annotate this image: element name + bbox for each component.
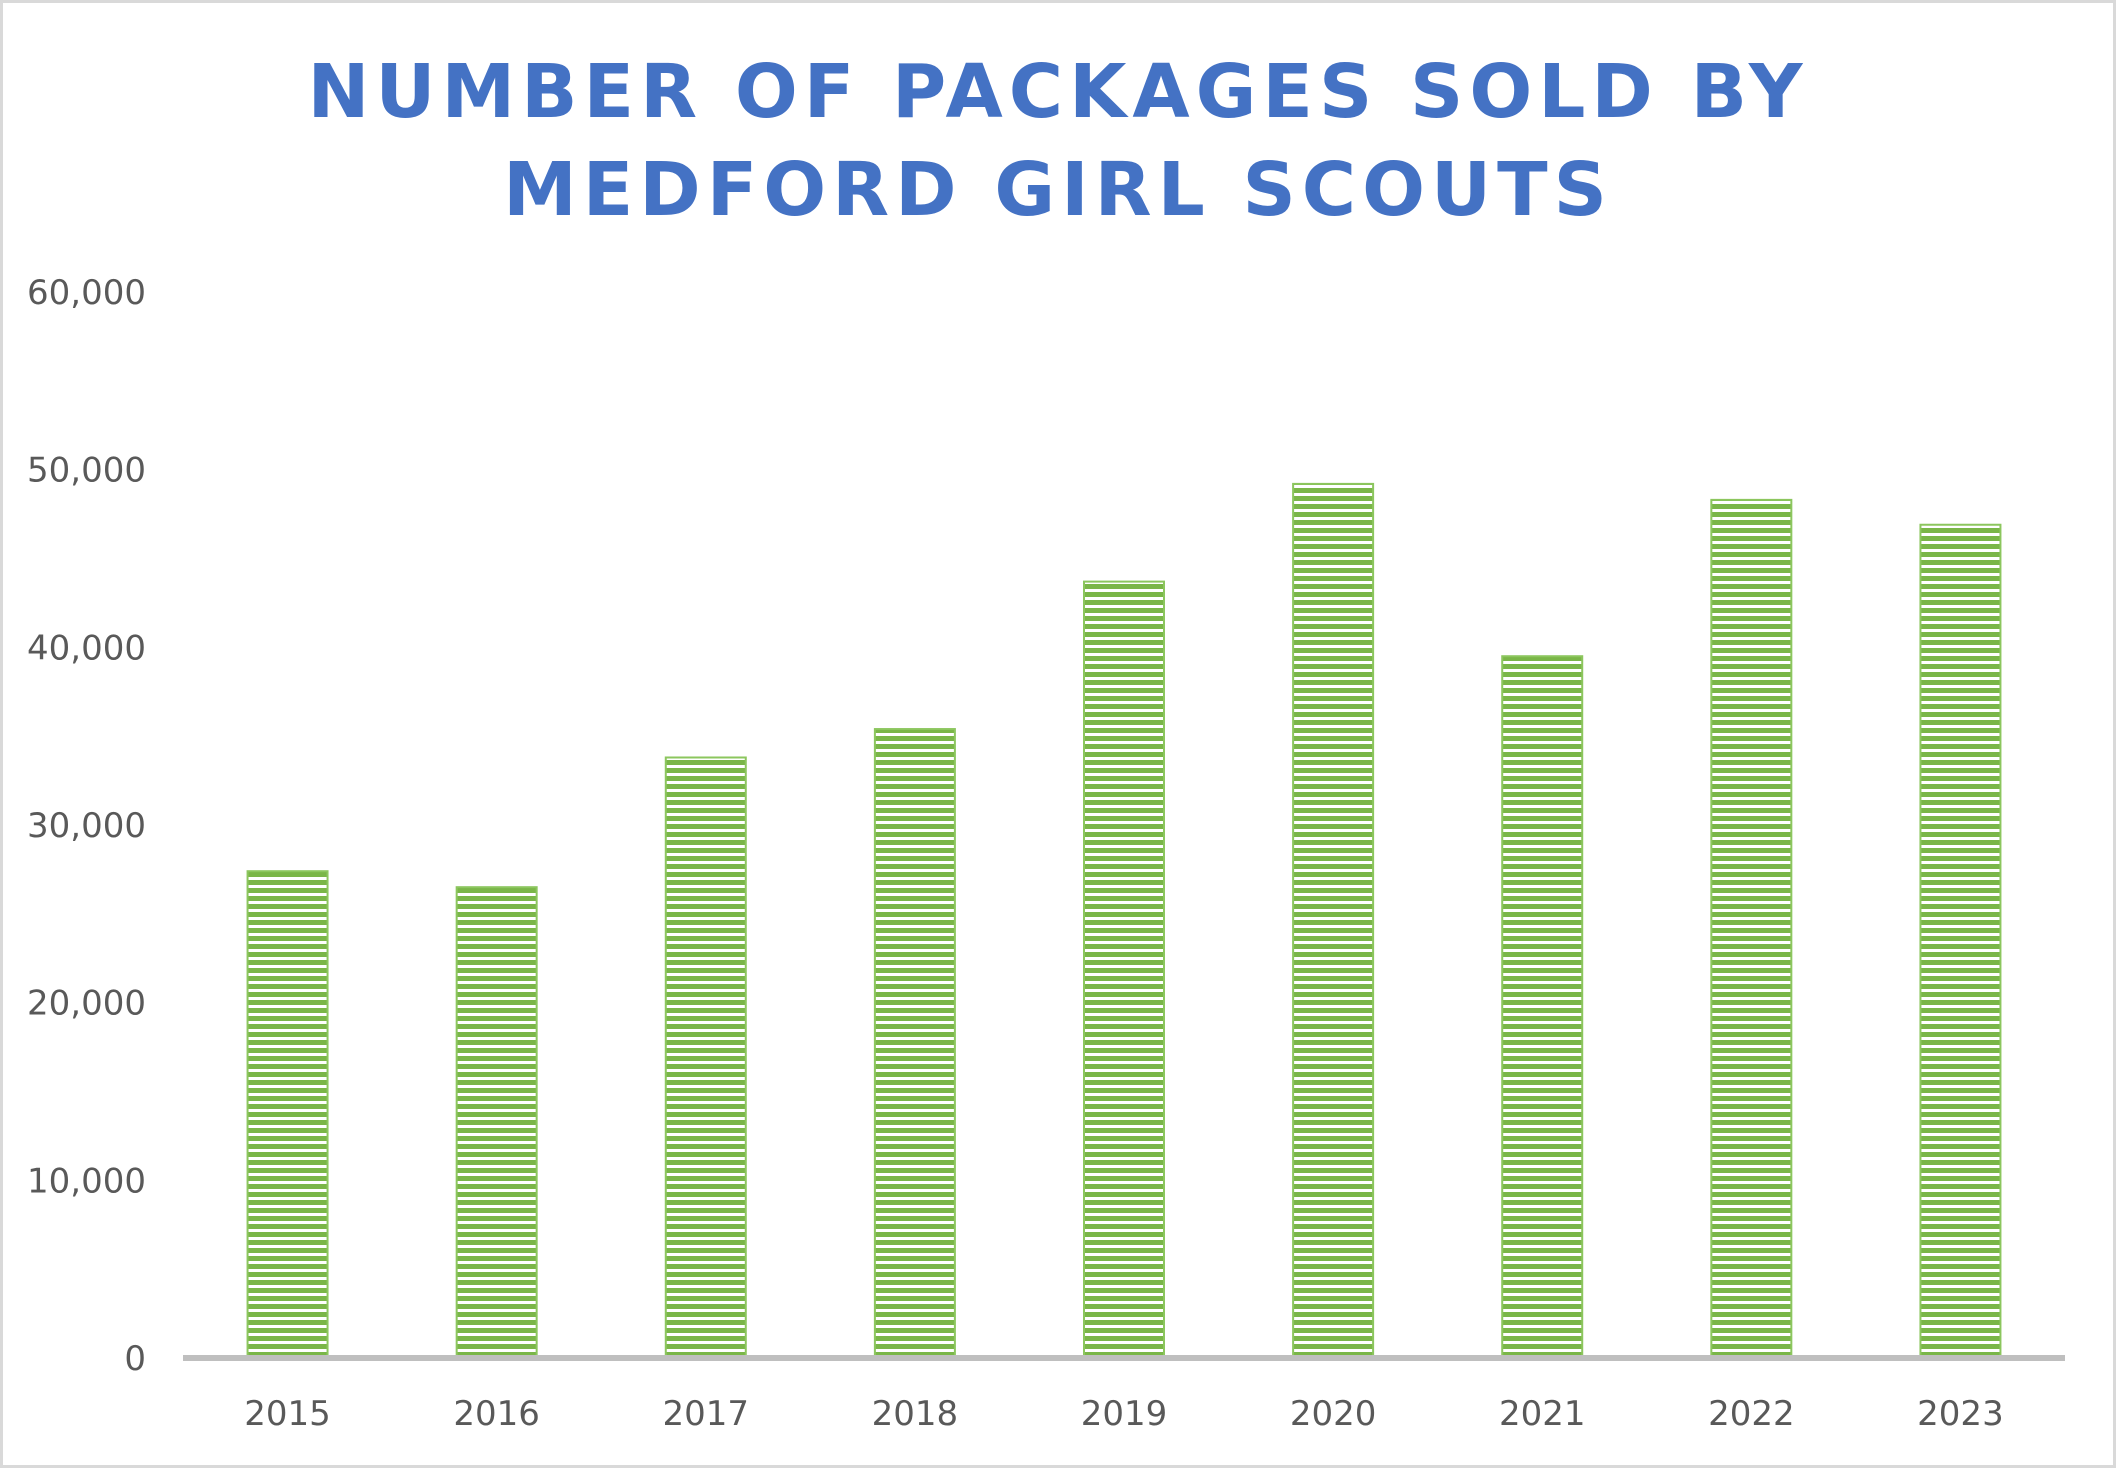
x-tick-label: 2020 (1290, 1394, 1377, 1434)
bars (246, 482, 2002, 1360)
y-tick-label: 0 (124, 1339, 146, 1379)
x-axis-labels: 2015 2016 2017 2018 2019 2020 2021 2022 2023 (244, 1394, 2003, 1434)
y-axis-labels: 0 10,000 20,000 30,000 40,000 50,000 60,000 (27, 273, 146, 1379)
bar-2023 (1919, 523, 2002, 1359)
chart-title: NUMBER OF PACKAGES SOLD BY MEDFORD GIRL … (3, 43, 2113, 239)
bar-2019 (1083, 580, 1165, 1359)
x-tick-label: 2023 (1917, 1394, 2004, 1434)
x-tick-label: 2016 (453, 1394, 540, 1434)
y-tick-label: 20,000 (27, 984, 146, 1024)
x-tick-label: 2019 (1081, 1394, 1168, 1434)
x-tick-label: 2015 (244, 1394, 331, 1434)
y-tick-label: 30,000 (27, 806, 146, 846)
y-tick-label: 50,000 (27, 451, 146, 491)
x-tick-label: 2021 (1499, 1394, 1586, 1434)
y-tick-label: 40,000 (27, 628, 146, 668)
bar-2016 (455, 886, 538, 1360)
bar-2017 (664, 756, 747, 1359)
bar-2018 (873, 728, 956, 1359)
y-tick-label: 60,000 (27, 273, 146, 313)
x-tick-label: 2017 (663, 1394, 750, 1434)
chart-title-line-1: NUMBER OF PACKAGES SOLD BY (307, 49, 1809, 135)
bar-2020 (1292, 482, 1375, 1359)
x-tick-label: 2022 (1708, 1394, 1795, 1434)
x-tick-label: 2018 (872, 1394, 959, 1434)
bar-2021 (1501, 655, 1584, 1359)
bar-2022 (1710, 498, 1793, 1359)
bar-2015 (246, 870, 329, 1360)
y-tick-label: 10,000 (27, 1161, 146, 1201)
chart-title-line-2: MEDFORD GIRL SCOUTS (503, 147, 1613, 233)
